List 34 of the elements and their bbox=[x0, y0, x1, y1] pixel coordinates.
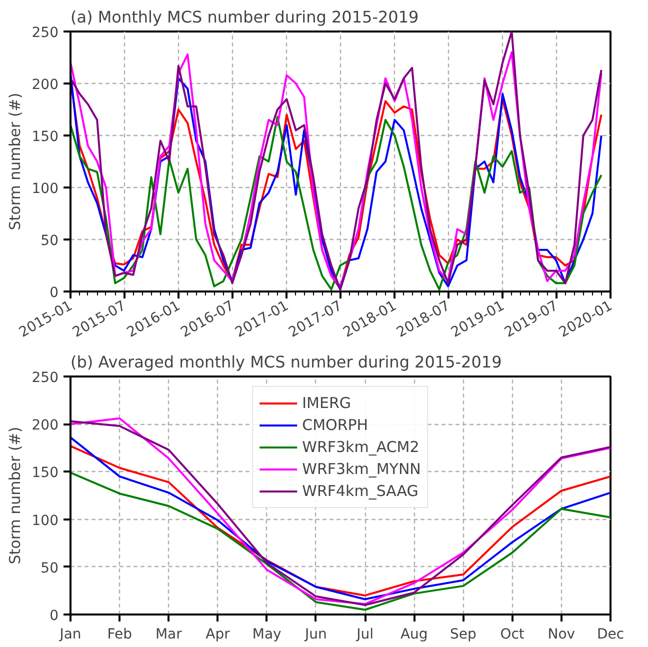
y-tick-label: 100 bbox=[32, 181, 59, 197]
y-axis-title: Storm number (#) bbox=[6, 426, 24, 564]
legend-label: WRF4km_SAAG bbox=[302, 482, 418, 500]
x-tick-label: May bbox=[252, 626, 282, 642]
y-tick-label: 200 bbox=[32, 418, 59, 434]
y-tick-label: 250 bbox=[32, 25, 59, 41]
y-tick-label: 50 bbox=[40, 233, 59, 249]
x-tick-label: Aug bbox=[400, 626, 428, 642]
legend-label: CMORPH bbox=[302, 416, 368, 434]
x-tick-label: Mar bbox=[155, 626, 182, 642]
y-tick-label: 0 bbox=[50, 285, 59, 301]
y-tick-label: 100 bbox=[32, 512, 59, 529]
legend-label: IMERG bbox=[302, 394, 351, 412]
x-tick-label: Sep bbox=[450, 626, 477, 642]
x-tick-label: Jun bbox=[304, 626, 327, 642]
y-tick-label: 50 bbox=[40, 560, 59, 576]
y-tick-label: 200 bbox=[32, 77, 59, 93]
y-tick-label: 0 bbox=[50, 608, 59, 624]
x-tick-label: Nov bbox=[548, 626, 576, 642]
line-series bbox=[70, 116, 602, 290]
x-tick-label: Oct bbox=[500, 626, 525, 642]
x-tick-label: Apr bbox=[206, 626, 230, 642]
x-tick-label: Feb bbox=[107, 626, 132, 642]
x-tick-label: Dec bbox=[596, 626, 624, 642]
x-tick-label: Jul bbox=[356, 626, 374, 642]
y-tick-label: 150 bbox=[32, 465, 59, 482]
y-tick-label: 250 bbox=[32, 370, 59, 386]
y-axis-title: Storm number (#) bbox=[6, 92, 24, 230]
chart-title: (a) Monthly MCS number during 2015-2019 bbox=[70, 8, 419, 26]
x-tick-label: Jan bbox=[58, 626, 82, 642]
legend-label: WRF3km_MYNN bbox=[302, 460, 421, 478]
y-tick-label: 150 bbox=[32, 129, 59, 145]
chart-title: (b) Averaged monthly MCS number during 2015-2019 bbox=[70, 352, 502, 372]
legend-label: WRF3km_ACM2 bbox=[302, 438, 420, 456]
